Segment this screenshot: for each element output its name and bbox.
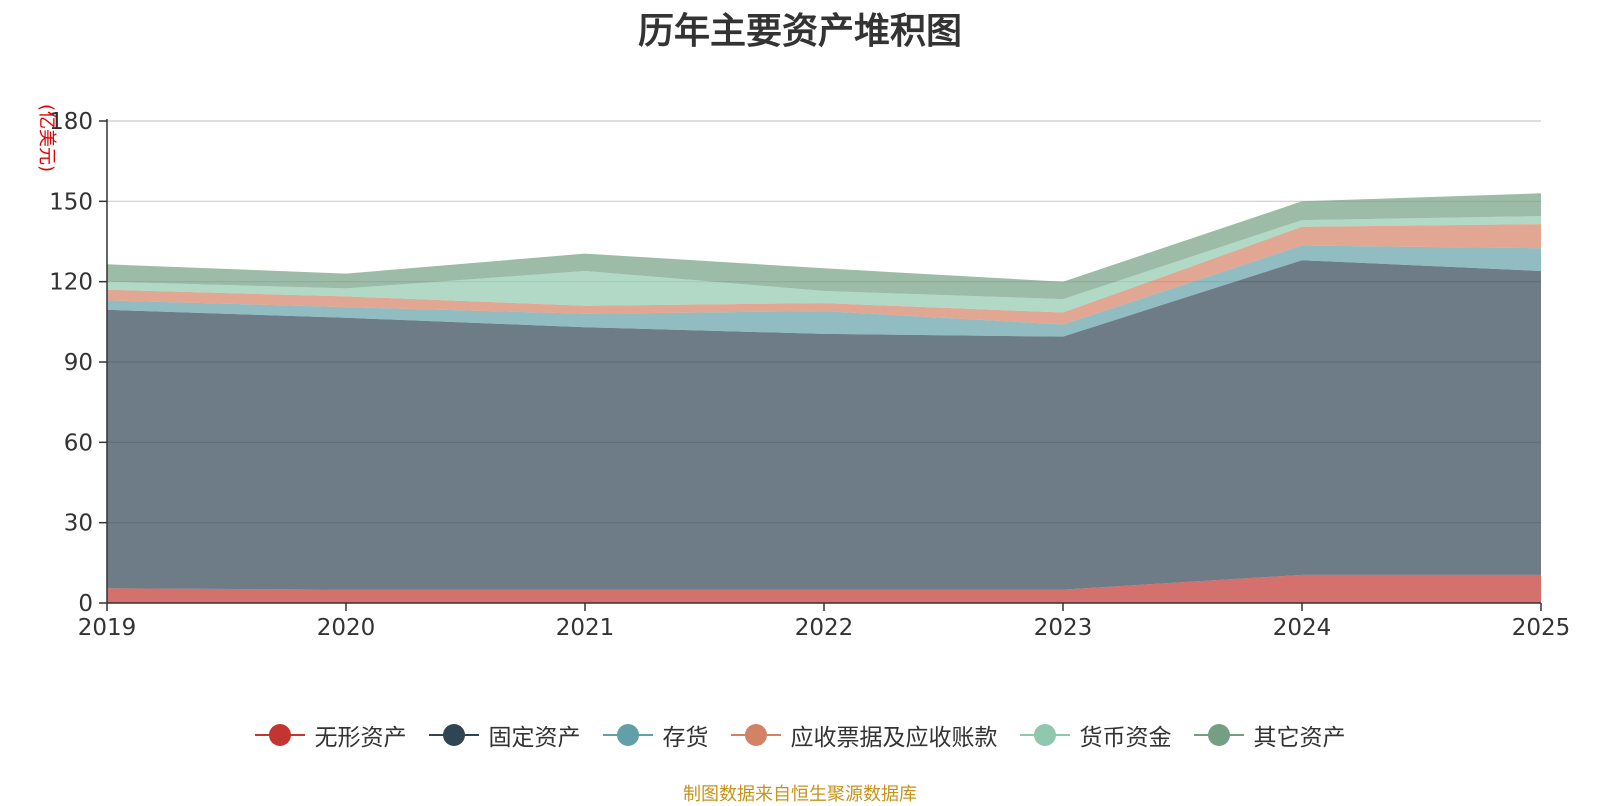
legend-item-5[interactable]: 其它资产 — [1193, 718, 1346, 752]
legend-label: 固定资产 — [488, 725, 581, 751]
area-series-0 — [107, 574, 1541, 603]
area-series-1 — [107, 260, 1541, 590]
legend-item-2[interactable]: 存货 — [602, 718, 709, 752]
x-tick-label: 2021 — [556, 615, 615, 641]
area-series-3 — [107, 224, 1541, 325]
legend-marker-icon — [730, 723, 781, 747]
legend-dot-icon — [616, 724, 639, 746]
legend-dot-icon — [1033, 724, 1056, 746]
area-series-4 — [107, 216, 1541, 313]
x-tick-label: 2023 — [1034, 615, 1093, 641]
legend-item-4[interactable]: 货币资金 — [1019, 718, 1172, 752]
legend-marker-icon — [1193, 723, 1244, 747]
legend-item-1[interactable]: 固定资产 — [428, 718, 581, 752]
legend-item-3[interactable]: 应收票据及应收账款 — [730, 718, 998, 752]
legend-label: 存货 — [662, 725, 709, 751]
legend-dot-icon — [1207, 724, 1230, 746]
stacked-area-chart: 0 30 60 90 120 150 180 2019 2020 2021 2022 2023 2024… — [49, 109, 1570, 641]
legend-dot-icon — [744, 724, 767, 746]
area-series-2 — [107, 245, 1541, 337]
legend-label: 其它资产 — [1253, 725, 1346, 751]
legend-marker-icon — [254, 723, 305, 747]
axes: 0 30 60 90 120 150 180 2019 2020 2021 2022 2023 2024… — [49, 109, 1570, 641]
area-series-group — [107, 193, 1541, 603]
x-tick-label: 2019 — [78, 615, 137, 641]
legend: 无形资产 固定资产 存货 应收票据及应收账款 货币资金 其它资产 — [0, 718, 1600, 752]
y-tick-label: 60 — [64, 430, 93, 456]
legend-dot-icon — [268, 724, 291, 746]
area-series-5 — [107, 193, 1541, 300]
x-tick-label: 2022 — [795, 615, 854, 641]
y-tick-label: 120 — [49, 270, 93, 296]
legend-label: 货币资金 — [1079, 725, 1172, 751]
x-tick-label: 2025 — [1512, 615, 1571, 641]
legend-item-0[interactable]: 无形资产 — [254, 718, 407, 752]
legend-label: 应收票据及应收账款 — [790, 725, 998, 751]
legend-dot-icon — [442, 724, 465, 746]
legend-label: 无形资产 — [314, 725, 407, 751]
legend-marker-icon — [428, 723, 479, 747]
y-tick-label: 150 — [49, 189, 93, 215]
x-tick-label: 2020 — [317, 615, 376, 641]
y-tick-label: 90 — [64, 350, 93, 376]
x-tick-label: 2024 — [1273, 615, 1332, 641]
y-tick-label: 180 — [49, 109, 93, 135]
y-tick-label: 0 — [78, 591, 93, 617]
source-note: 制图数据来自恒生聚源数据库 — [683, 784, 917, 805]
y-tick-label: 30 — [64, 511, 93, 537]
legend-marker-icon — [602, 723, 653, 747]
chart-title: 历年主要资产堆积图 — [637, 11, 962, 52]
legend-marker-icon — [1019, 723, 1070, 747]
